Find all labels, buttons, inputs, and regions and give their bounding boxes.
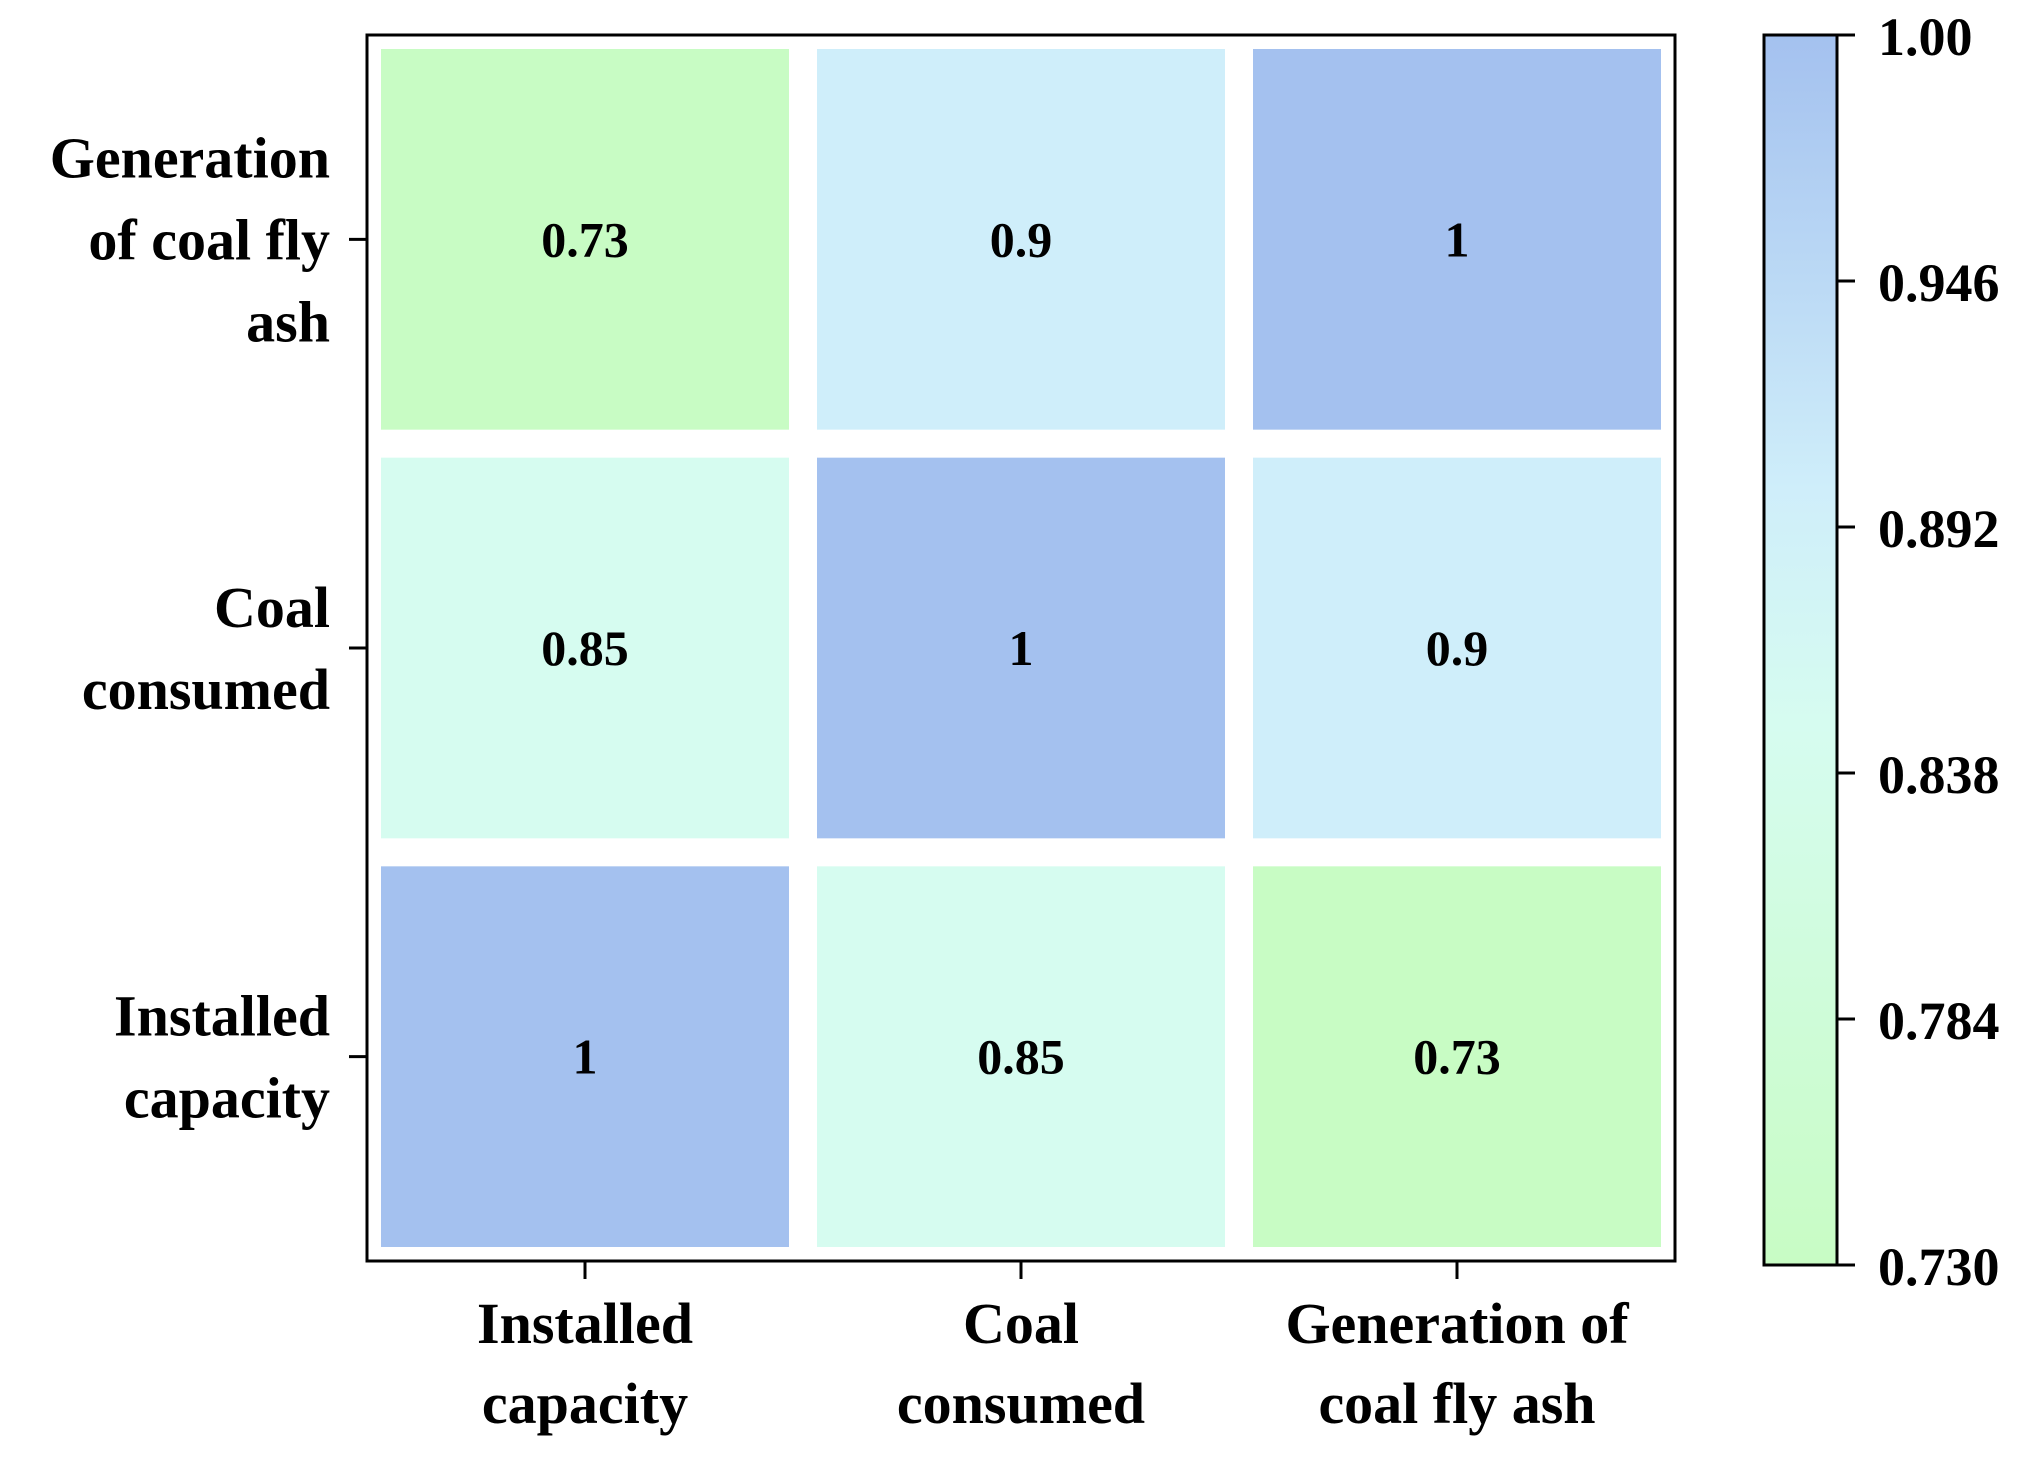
x-tick-label: Installed capacity [477, 1291, 693, 1436]
colorbar-tick-label: 0.784 [1878, 991, 2000, 1051]
cell-value-label: 0.85 [977, 1029, 1065, 1085]
colorbar-ticks: 0.730 0.784 0.838 0.892 0.946 1.00 [1837, 7, 2000, 1297]
heatmap-cell-coal-consumed-installed-capacity [381, 457, 789, 839]
colorbar-tick-label: 1.00 [1878, 7, 1973, 67]
cell-value-label: 1 [1009, 620, 1034, 676]
cell-value-label: 1 [1445, 211, 1470, 267]
cell-value-label: 0.9 [990, 211, 1053, 267]
cell-value-label: 0.85 [541, 620, 629, 676]
heatmap-cell-installed-capacity-installed-capacity [381, 866, 789, 1247]
colorbar [1762, 33, 1839, 1267]
colorbar-tick-label: 0.730 [1878, 1237, 2000, 1297]
heatmap-cells: 1 0.85 0.73 0.85 1 0.9 0.73 0.9 1 [381, 49, 1661, 1247]
axis-ticks [349, 237, 1459, 1279]
cell-value-label: 0.9 [1426, 620, 1489, 676]
cell-value-label: 0.73 [1413, 1029, 1501, 1085]
x-tick-label: Coal consumed [897, 1291, 1145, 1436]
heatmap-cell-generation-of-coal-fly-ash-coal-consumed [817, 49, 1225, 430]
heatmap-cell-coal-consumed-coal-consumed [817, 457, 1225, 839]
heatmap-cell-coal-consumed-generation-of-coal-fly-ash [1253, 457, 1661, 839]
colorbar-tick-label: 0.838 [1878, 745, 2000, 805]
cell-value-label: 0.73 [541, 211, 629, 267]
heatmap-cell-installed-capacity-coal-consumed [817, 866, 1225, 1247]
y-axis-tick-labels: Installed capacity Coal consumed Generation o… [50, 125, 330, 1130]
x-axis-tick-labels: Installed capacity Coal consumed Generation … [477, 1291, 1629, 1436]
heatmap-cell-generation-of-coal-fly-ash-generation-of-coal-fly-ash [1253, 49, 1661, 430]
colorbar-tick-label: 0.892 [1878, 499, 2000, 559]
x-tick-label: Generation of coal fly ash [1285, 1291, 1629, 1436]
heatmap-cell-generation-of-coal-fly-ash-installed-capacity [381, 49, 789, 430]
y-tick-label: Generation of coal fly ash [50, 125, 330, 354]
cell-value-label: 1 [573, 1029, 598, 1085]
colorbar-tick-label: 0.946 [1878, 253, 2000, 313]
y-tick-label: Installed capacity [114, 984, 330, 1131]
y-tick-label: Coal consumed [82, 575, 330, 722]
heatmap-cell-installed-capacity-generation-of-coal-fly-ash [1253, 866, 1661, 1247]
